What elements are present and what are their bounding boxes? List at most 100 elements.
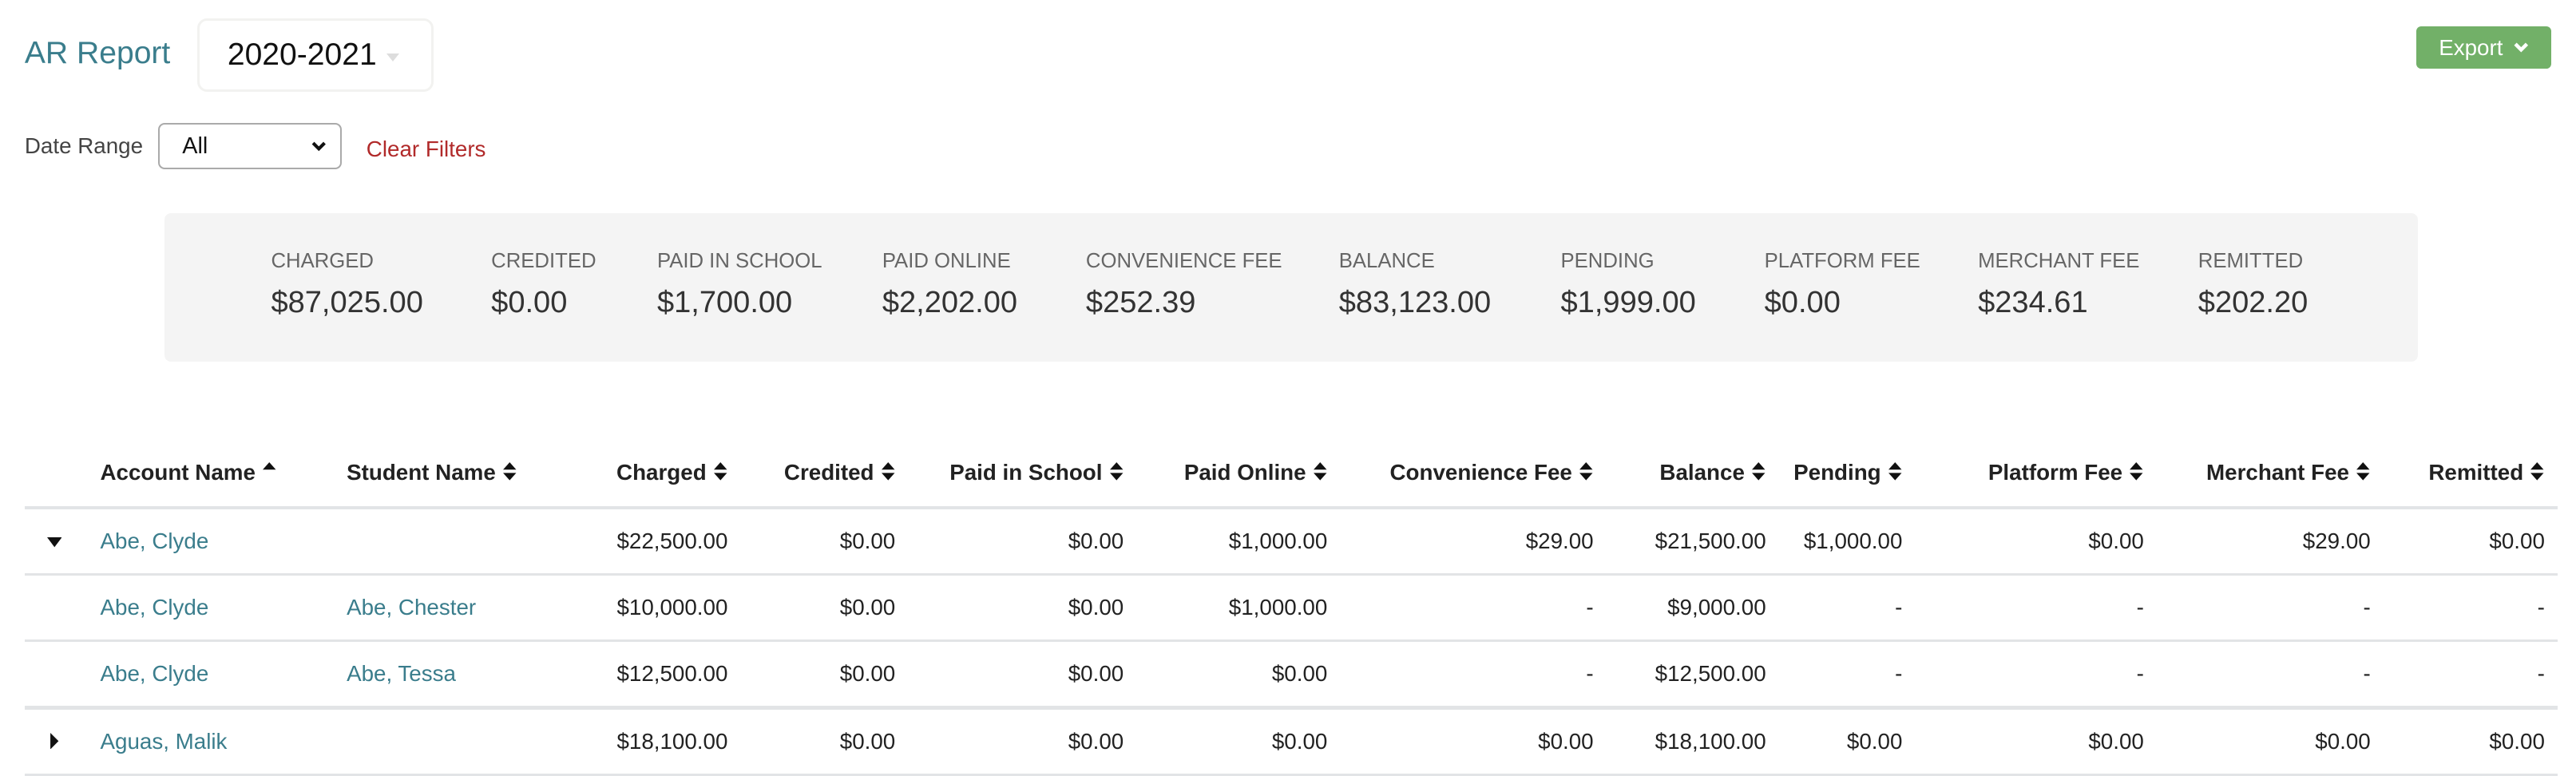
cell-account-name: Abe, Clyde [81, 507, 329, 576]
cell-platform-fee: $0.00 [1915, 707, 2158, 776]
summary-value: $234.61 [1978, 286, 2088, 320]
clear-filters-link[interactable]: Clear Filters [366, 136, 486, 161]
cell-remitted: $0.00 [2384, 707, 2558, 776]
table-row: Aguas, Malik $18,100.00 $0.00 $0.00 $0.00 $0.… [24, 707, 2558, 776]
column-header-label: Balance [1659, 459, 1745, 485]
column-header-platform-fee[interactable]: Platform Fee [1915, 440, 2158, 509]
summary-stat-remitted: Remitted $202.20 [2198, 250, 2308, 320]
ar-table: Account Name Student Name Charged Credited P… [24, 440, 2558, 776]
cell-account-name: Abe, Clyde [81, 640, 329, 711]
column-header-remitted[interactable]: Remitted [2384, 440, 2558, 509]
chevron-down-icon [2514, 42, 2528, 53]
summary-label: Paid in School [656, 249, 822, 272]
cell-paid-in-school: $0.00 [908, 707, 1137, 776]
sort-icon [1751, 461, 1766, 486]
cell-remitted: $0.00 [2384, 507, 2558, 576]
table-row: Abe, Clyde $22,500.00 $0.00 $0.00 $1,000.00 $… [24, 507, 2558, 576]
sort-icon [1579, 461, 1594, 486]
cell-paid-in-school: $0.00 [908, 507, 1137, 576]
toggle-column-header [24, 440, 82, 509]
column-header-merchant-fee[interactable]: Merchant Fee [2157, 440, 2384, 509]
summary-label: Charged [271, 249, 374, 272]
summary-label: Merchant Fee [1978, 249, 2140, 272]
sort-icon [713, 461, 728, 486]
cell-paid-online: $0.00 [1136, 640, 1341, 711]
cell-merchant-fee: - [2157, 640, 2384, 711]
cell-paid-online: $0.00 [1136, 707, 1341, 776]
page-title: AR Report [24, 36, 171, 71]
cell-merchant-fee: $29.00 [2157, 507, 2384, 576]
summary-stat-merchant-fee: Merchant Fee $234.61 [1978, 250, 2139, 320]
account-name-link[interactable]: Abe, Clyde [100, 528, 209, 553]
column-header-charged[interactable]: Charged [558, 440, 741, 509]
sort-ascending-icon [262, 461, 277, 486]
account-name-link[interactable]: Aguas, Malik [100, 729, 228, 754]
cell-pending: - [1779, 574, 1916, 643]
column-header-label: Remitted [2428, 459, 2524, 485]
cell-student-name [328, 507, 559, 576]
summary-value: $1,700.00 [656, 286, 793, 320]
cell-account-name: Abe, Clyde [81, 574, 329, 643]
column-header-account-name[interactable]: Account Name [81, 440, 329, 509]
toggle-cell [24, 640, 82, 711]
cell-pending: $0.00 [1779, 707, 1916, 776]
summary-stat-platform-fee: Platform Fee $0.00 [1765, 250, 1920, 320]
cell-remitted: - [2384, 640, 2558, 711]
column-header-label: Platform Fee [1987, 459, 2123, 485]
sort-icon [2129, 461, 2144, 486]
account-name-link[interactable]: Abe, Clyde [100, 594, 209, 620]
summary-label: Platform Fee [1764, 249, 1920, 272]
cell-balance: $9,000.00 [1607, 574, 1780, 643]
summary-label: Credited [491, 249, 596, 272]
summary-value: $83,123.00 [1338, 286, 1492, 320]
collapse-row-toggle[interactable] [24, 507, 82, 576]
caret-down-icon [46, 537, 62, 548]
column-header-label: Pending [1793, 459, 1881, 485]
sort-icon [2530, 461, 2545, 486]
sort-icon [1313, 461, 1328, 486]
year-selector[interactable]: 2020-2021 [196, 18, 434, 93]
cell-pending: - [1779, 640, 1916, 711]
column-header-balance[interactable]: Balance [1607, 440, 1780, 509]
summary-stat-convenience-fee: Convenience Fee $252.39 [1086, 250, 1282, 320]
column-header-pending[interactable]: Pending [1779, 440, 1916, 509]
date-range-value: All [182, 133, 208, 159]
cell-remitted: - [2384, 574, 2558, 643]
summary-value: $0.00 [491, 286, 568, 320]
table-row: Abe, Clyde Abe, Chester $10,000.00 $0.00 $0.… [24, 574, 2558, 643]
date-range-label: Date Range [24, 133, 144, 158]
export-button[interactable]: Export [2416, 26, 2552, 69]
sort-icon [881, 461, 896, 486]
expand-row-toggle[interactable] [24, 707, 82, 776]
summary-label: Pending [1560, 249, 1655, 272]
date-range-select[interactable]: All [157, 123, 342, 169]
summary-stat-paid-in-school: Paid in School $1,700.00 [657, 250, 822, 320]
student-name-link[interactable]: Abe, Tessa [347, 661, 456, 687]
column-header-credited[interactable]: Credited [740, 440, 909, 509]
year-value: 2020-2021 [227, 37, 377, 72]
summary-stat-pending: Pending $1,999.00 [1561, 250, 1696, 320]
cell-merchant-fee: $0.00 [2157, 707, 2384, 776]
cell-charged: $22,500.00 [558, 507, 741, 576]
cell-platform-fee: - [1915, 640, 2158, 711]
summary-value: $252.39 [1085, 286, 1196, 320]
column-header-student-name[interactable]: Student Name [328, 440, 559, 509]
caret-right-icon [50, 732, 59, 750]
cell-student-name: Abe, Tessa [328, 640, 559, 711]
table-header-row: Account Name Student Name Charged Credited P… [24, 440, 2558, 509]
column-header-label: Student Name [347, 459, 496, 485]
cell-balance: $21,500.00 [1607, 507, 1780, 576]
cell-charged: $10,000.00 [558, 574, 741, 643]
account-name-link[interactable]: Abe, Clyde [100, 661, 209, 687]
column-header-label: Charged [616, 459, 707, 485]
cell-platform-fee: $0.00 [1915, 507, 2158, 576]
summary-stat-credited: Credited $0.00 [491, 250, 596, 320]
column-header-paid-in-school[interactable]: Paid in School [908, 440, 1137, 509]
cell-account-name: Aguas, Malik [81, 707, 329, 776]
column-header-convenience-fee[interactable]: Convenience Fee [1340, 440, 1607, 509]
cell-convenience-fee: - [1340, 640, 1607, 711]
student-name-link[interactable]: Abe, Chester [347, 594, 477, 620]
column-header-paid-online[interactable]: Paid Online [1136, 440, 1341, 509]
cell-student-name [328, 707, 559, 776]
